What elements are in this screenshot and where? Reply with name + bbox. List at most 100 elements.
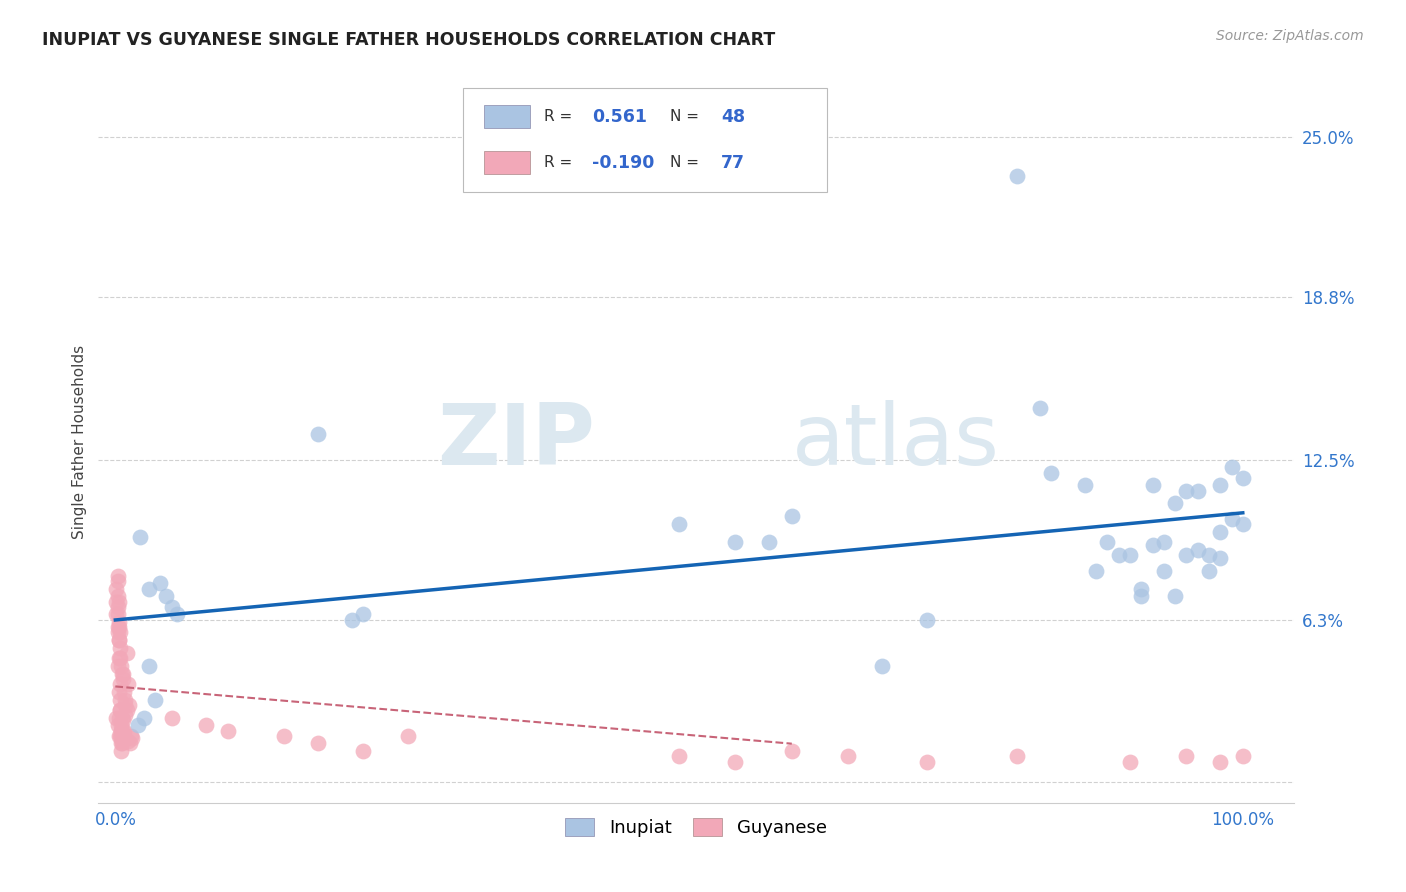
Point [1130, 582, 1153, 596]
Point [166, 607, 188, 622]
Point [117, 677, 139, 691]
Point [1175, 483, 1198, 498]
FancyBboxPatch shape [485, 152, 530, 175]
Text: 77: 77 [721, 154, 745, 172]
Point [108, 703, 131, 717]
Point [112, 666, 135, 681]
Point [121, 731, 143, 746]
Point [1007, 749, 1029, 764]
Point [107, 633, 129, 648]
Point [1175, 548, 1198, 562]
Point [1007, 169, 1029, 183]
Point [117, 734, 139, 748]
Point [1142, 478, 1164, 492]
Point [110, 718, 132, 732]
Point [120, 729, 142, 743]
Point [107, 711, 129, 725]
Point [1209, 524, 1232, 539]
Point [112, 672, 135, 686]
Point [724, 535, 747, 549]
Point [107, 615, 129, 630]
Point [138, 659, 160, 673]
Point [1187, 483, 1209, 498]
Point [110, 744, 132, 758]
Point [1040, 466, 1063, 480]
Point [107, 620, 129, 634]
Point [112, 729, 135, 743]
Point [110, 723, 132, 738]
Point [1220, 512, 1243, 526]
Point [108, 625, 131, 640]
Point [115, 703, 138, 717]
Point [108, 729, 131, 743]
Point [1119, 548, 1142, 562]
Point [1209, 755, 1232, 769]
Point [105, 711, 128, 725]
Point [780, 744, 803, 758]
Point [194, 718, 217, 732]
Point [1232, 749, 1254, 764]
Point [118, 736, 141, 750]
Point [132, 711, 155, 725]
Point [837, 749, 859, 764]
Point [112, 685, 135, 699]
Point [107, 620, 129, 634]
Text: N =: N = [669, 155, 703, 170]
Point [307, 426, 329, 441]
Text: 0.561: 0.561 [592, 108, 647, 126]
Point [668, 749, 690, 764]
Point [110, 736, 132, 750]
Text: 48: 48 [721, 108, 745, 126]
Point [143, 692, 166, 706]
Point [724, 755, 747, 769]
Point [107, 651, 129, 665]
Point [107, 718, 129, 732]
Point [1220, 460, 1243, 475]
Legend: Inupiat, Guyanese: Inupiat, Guyanese [558, 811, 834, 845]
Point [111, 711, 134, 725]
Y-axis label: Single Father Households: Single Father Households [72, 344, 87, 539]
Point [1187, 542, 1209, 557]
Point [1164, 590, 1187, 604]
Point [127, 718, 149, 732]
Point [1108, 548, 1130, 562]
Point [111, 666, 134, 681]
Point [160, 599, 183, 614]
Point [217, 723, 239, 738]
Point [111, 736, 134, 750]
Point [114, 698, 136, 712]
Point [273, 729, 295, 743]
Point [107, 659, 129, 673]
Text: N =: N = [669, 110, 703, 124]
Point [1097, 535, 1119, 549]
Point [105, 607, 128, 622]
Point [1153, 535, 1175, 549]
Point [352, 744, 374, 758]
Point [1209, 478, 1232, 492]
Point [129, 530, 152, 544]
Text: R =: R = [544, 110, 578, 124]
Point [110, 659, 132, 673]
Point [1198, 548, 1220, 562]
Point [112, 713, 135, 727]
Point [108, 703, 131, 717]
Point [114, 692, 136, 706]
Point [1119, 755, 1142, 769]
Point [398, 729, 420, 743]
Point [1164, 496, 1187, 510]
Point [118, 698, 141, 712]
Point [1074, 478, 1097, 492]
Point [1130, 590, 1153, 604]
Point [155, 590, 177, 604]
Point [915, 755, 938, 769]
Point [1232, 471, 1254, 485]
Point [1209, 550, 1232, 565]
Point [1232, 517, 1254, 532]
Point [780, 509, 803, 524]
Point [340, 613, 363, 627]
Point [107, 685, 129, 699]
Point [1175, 749, 1198, 764]
Point [107, 607, 129, 622]
FancyBboxPatch shape [463, 87, 827, 193]
Point [1029, 401, 1052, 415]
